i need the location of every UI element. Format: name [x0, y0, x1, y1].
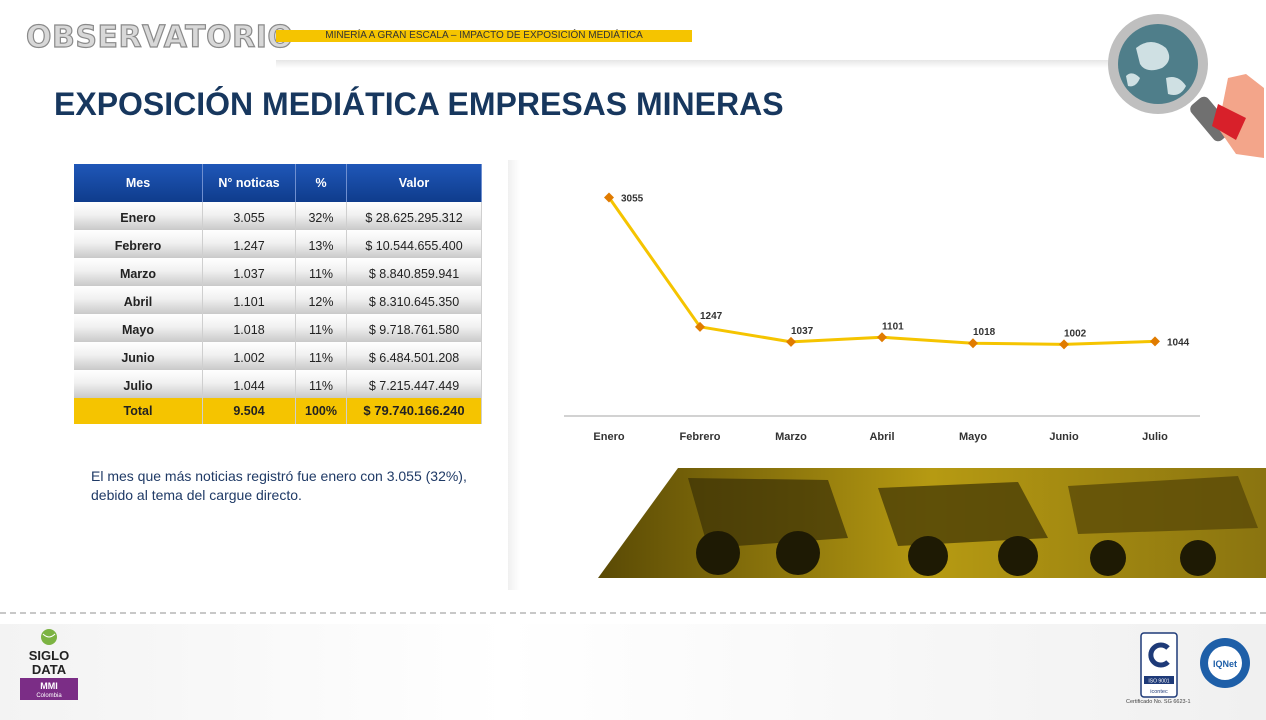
- subtitle-bar: MINERÍA A GRAN ESCALA – IMPACTO DE EXPOS…: [276, 30, 692, 42]
- iso-brand: icontec: [1150, 689, 1168, 695]
- cell-porcentaje: 13%: [295, 230, 347, 258]
- cell-noticias: 3.055: [202, 202, 296, 230]
- total-porcentaje: 100%: [295, 398, 347, 424]
- total-valor: $ 79.740.166.240: [346, 398, 482, 424]
- column-header-noticias: N° noticas: [202, 164, 296, 202]
- x-tick-label: Febrero: [680, 431, 721, 443]
- table-row: Marzo 1.037 11% $ 8.840.859.941: [74, 258, 482, 286]
- cell-mes: Junio: [74, 342, 203, 370]
- cell-mes: Mayo: [74, 314, 203, 342]
- footer-divider: [0, 612, 1266, 614]
- summary-note: El mes que más noticias registró fue ene…: [91, 468, 467, 503]
- data-point: [968, 338, 978, 349]
- table-header-row: Mes N° noticas % Valor: [74, 164, 482, 202]
- brand-logo: OBSERVATORIO: [25, 19, 294, 55]
- cell-valor: $ 7.215.447.449: [346, 370, 482, 398]
- total-noticias: 9.504: [202, 398, 296, 424]
- data-point: [695, 321, 705, 332]
- page-title: EXPOSICIÓN MEDIÁTICA EMPRESAS MINERAS: [54, 86, 784, 122]
- total-label: Total: [74, 398, 203, 424]
- cell-porcentaje: 11%: [295, 370, 347, 398]
- siglo-data-logo: SIGLO DATA MMI Colombia: [20, 629, 78, 700]
- x-tick-label: Mayo: [959, 431, 987, 443]
- magnifier-globe-icon: [1108, 14, 1264, 158]
- data-point: [877, 332, 887, 343]
- logo-text-data: DATA: [32, 662, 67, 677]
- cell-valor: $ 10.544.655.400: [346, 230, 482, 258]
- cell-noticias: 1.044: [202, 370, 296, 398]
- table-total-row: Total 9.504 100% $ 79.740.166.240: [74, 398, 482, 424]
- column-header-porcentaje: %: [295, 164, 347, 202]
- data-point: [1059, 339, 1069, 350]
- cell-porcentaje: 32%: [295, 202, 347, 230]
- footer: [0, 624, 1266, 720]
- data-point: [604, 192, 614, 203]
- column-header-mes: Mes: [74, 164, 203, 202]
- data-label: 1247: [700, 311, 723, 322]
- data-label: 1101: [882, 321, 904, 332]
- table-row: Junio 1.002 11% $ 6.484.501.208: [74, 342, 482, 370]
- table-row: Abril 1.101 12% $ 8.310.645.350: [74, 286, 482, 314]
- cell-noticias: 1.018: [202, 314, 296, 342]
- cell-valor: $ 6.484.501.208: [346, 342, 482, 370]
- news-table-container: Mes N° noticas % Valor Enero 3.055 32% $…: [74, 164, 482, 424]
- iqnet-badge-icon: IQNet: [1200, 638, 1250, 688]
- cell-valor: $ 8.310.645.350: [346, 286, 482, 314]
- cell-porcentaje: 11%: [295, 258, 347, 286]
- cell-noticias: 1.002: [202, 342, 296, 370]
- data-label: 1002: [1064, 328, 1087, 339]
- header-shadow: [276, 60, 1176, 68]
- cell-mes: Febrero: [74, 230, 203, 258]
- data-point: [786, 336, 796, 347]
- iqnet-label: IQNet: [1213, 659, 1237, 669]
- certificate-number: Certificado No. SG 6623-1: [1126, 699, 1191, 705]
- divider-shadow: [508, 160, 520, 590]
- x-tick-label: Julio: [1142, 431, 1168, 443]
- iso-9001-badge-icon: ISO 9001 icontec: [1140, 632, 1178, 698]
- cell-noticias: 1.101: [202, 286, 296, 314]
- table-row: Julio 1.044 11% $ 7.215.447.449: [74, 370, 482, 398]
- table-row: Enero 3.055 32% $ 28.625.295.312: [74, 202, 482, 230]
- logo-badge-mmi: MMI: [40, 681, 58, 691]
- cell-mes: Abril: [74, 286, 203, 314]
- table-row: Febrero 1.247 13% $ 10.544.655.400: [74, 230, 482, 258]
- data-label: 1044: [1167, 337, 1190, 348]
- cell-valor: $ 28.625.295.312: [346, 202, 482, 230]
- cell-noticias: 1.037: [202, 258, 296, 286]
- cell-valor: $ 8.840.859.941: [346, 258, 482, 286]
- logo-text-siglo: SIGLO: [29, 648, 69, 663]
- cell-mes: Enero: [74, 202, 203, 230]
- column-header-valor: Valor: [346, 164, 482, 202]
- data-point: [1150, 336, 1160, 347]
- x-tick-label: Abril: [869, 431, 894, 443]
- cell-valor: $ 9.718.761.580: [346, 314, 482, 342]
- news-line-chart: 3055 1247 1037 1101 1018 1002 1044 Enero Febrero…: [564, 192, 1200, 443]
- table-row: Mayo 1.018 11% $ 9.718.761.580: [74, 314, 482, 342]
- x-tick-label: Enero: [593, 431, 624, 443]
- data-label: 3055: [621, 194, 644, 205]
- x-tick-label: Marzo: [775, 431, 807, 443]
- data-label: 1037: [791, 326, 814, 337]
- cell-noticias: 1.247: [202, 230, 296, 258]
- cell-mes: Julio: [74, 370, 203, 398]
- mining-trucks-image: [598, 468, 1266, 578]
- cell-porcentaje: 11%: [295, 314, 347, 342]
- logo-badge-colombia: Colombia: [36, 693, 62, 699]
- data-label: 1018: [973, 327, 996, 338]
- iso-label: ISO 9001: [1148, 679, 1169, 685]
- news-table: Mes N° noticas % Valor Enero 3.055 32% $…: [74, 164, 482, 424]
- x-tick-label: Junio: [1049, 431, 1079, 443]
- cell-porcentaje: 12%: [295, 286, 347, 314]
- cell-mes: Marzo: [74, 258, 203, 286]
- cell-porcentaje: 11%: [295, 342, 347, 370]
